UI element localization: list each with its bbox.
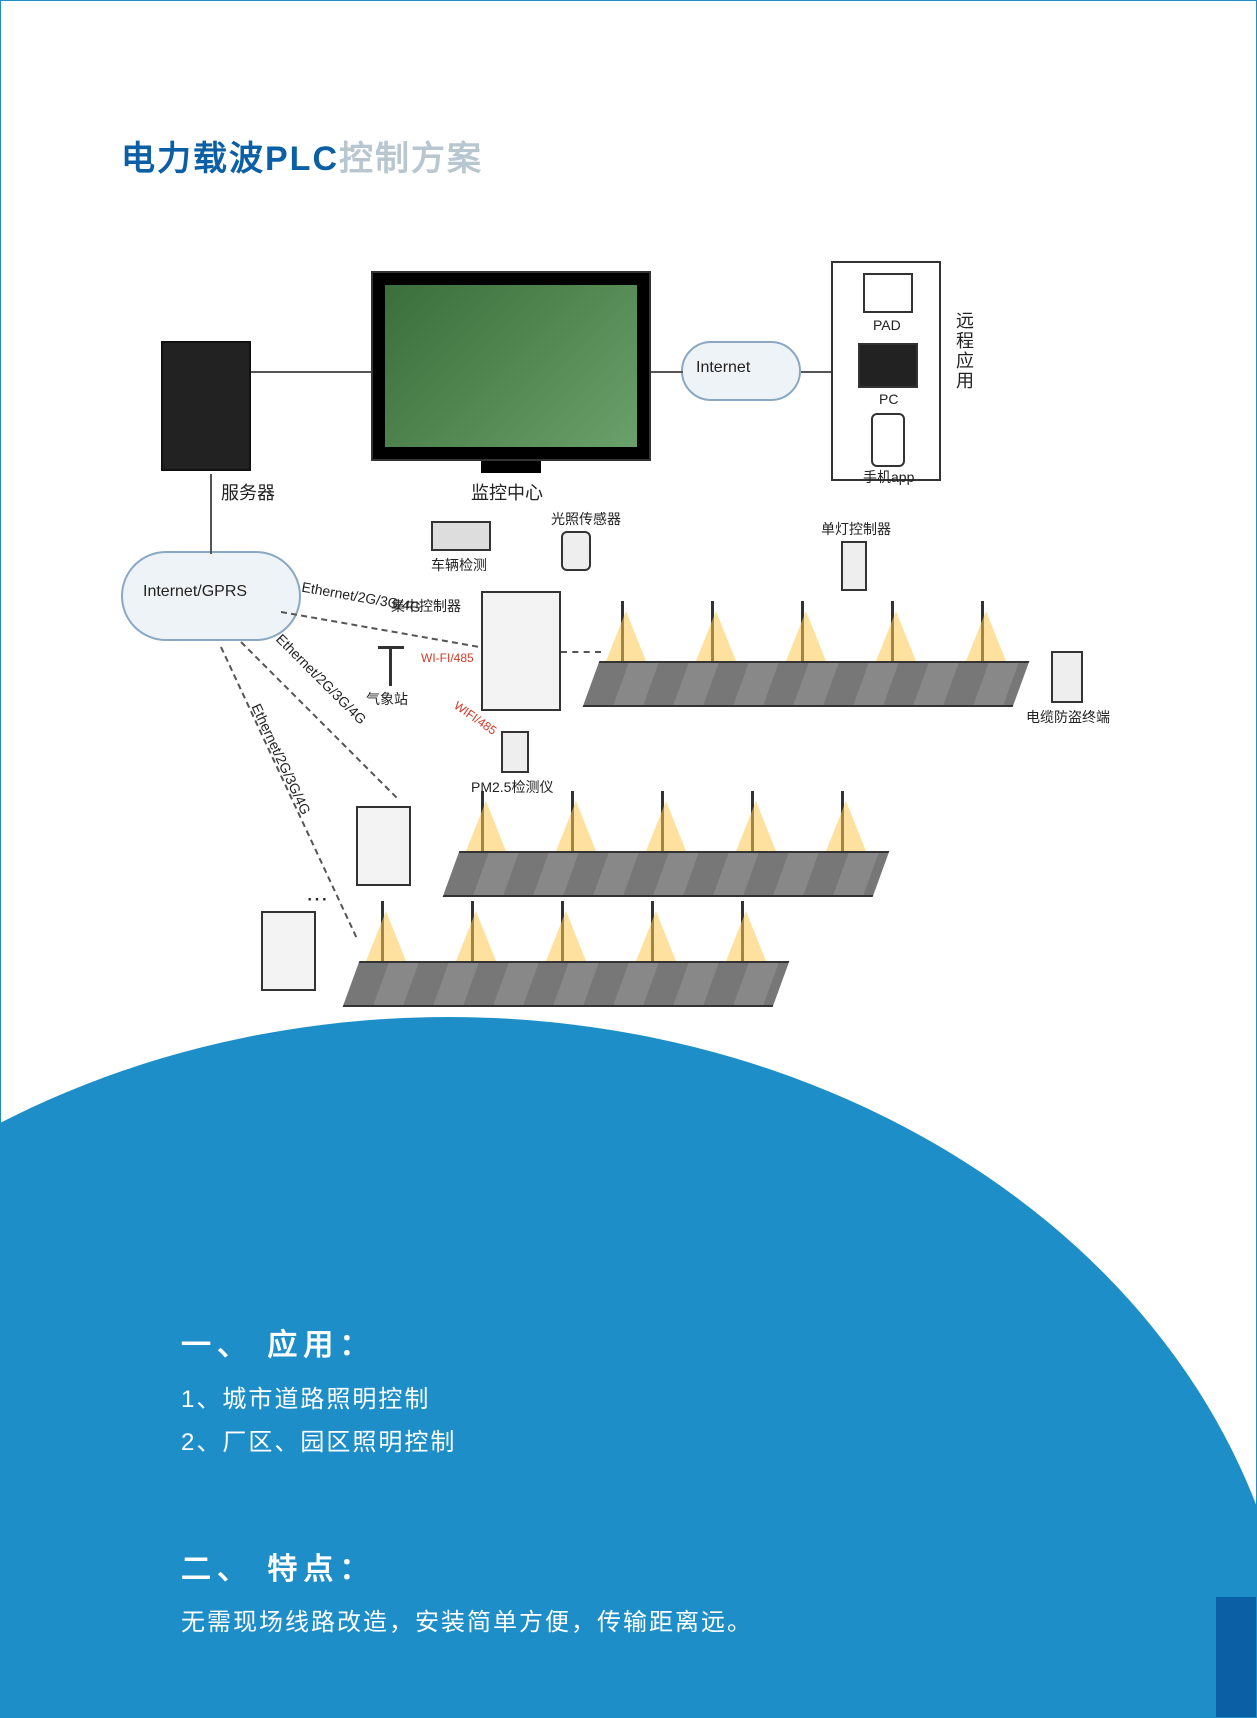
- lamp-glow-icon: [876, 611, 916, 661]
- section-1-item-1: 1、城市道路照明控制: [181, 1378, 1081, 1421]
- system-diagram: 服务器 监控中心 Internet PAD PC 手机app 远程应用 Inte…: [121, 251, 1131, 1011]
- lamp-glow-icon: [966, 611, 1006, 661]
- eth-line-1: [281, 611, 478, 648]
- wifi485-label-1: WI-FI/485: [421, 651, 474, 665]
- light-sensor-icon: [561, 531, 591, 571]
- road-3: [343, 961, 790, 1007]
- cable-terminal-label: 电缆防盗终端: [1026, 707, 1110, 727]
- section-2-body: 无需现场线路改造，安装简单方便，传输距离远。: [181, 1602, 1081, 1637]
- central-controller-icon: [481, 591, 561, 711]
- road-1: [583, 661, 1030, 707]
- lamp-glow-icon: [366, 911, 406, 961]
- remote-apps-box: PAD PC 手机app: [831, 261, 941, 481]
- controller-2-icon: [356, 806, 411, 886]
- section-1-title: 一、 应用：: [181, 1320, 1081, 1364]
- ellipsis-label: ⋯: [306, 886, 328, 912]
- controller-3-icon: [261, 911, 316, 991]
- cable-terminal-icon: [1051, 651, 1083, 703]
- server-icon: [161, 341, 251, 471]
- monitor-center-label: 监控中心: [471, 479, 543, 505]
- lamp-glow-icon: [696, 611, 736, 661]
- pad-icon: [863, 273, 913, 313]
- lamp-glow-icon: [736, 801, 776, 851]
- vehicle-detect-icon: [431, 521, 491, 551]
- eth-label-3: Ethernet/2G/3G/4G: [249, 701, 314, 817]
- single-lamp-ctrl-icon: [841, 541, 867, 591]
- link-server-gprs: [210, 474, 212, 554]
- title-bold: 电力载波PLC: [121, 140, 339, 178]
- pc-label: PC: [879, 391, 898, 407]
- panel-text: 一、 应用： 1、城市道路照明控制 2、厂区、园区照明控制 二、 特点： 无需现…: [181, 1320, 1081, 1637]
- lamp-glow-icon: [546, 911, 586, 961]
- lamp-glow-icon: [786, 611, 826, 661]
- monitor-icon: [371, 271, 651, 461]
- page: 电力载波PLC控制方案 服务器 监控中心 Internet PAD PC 手机a…: [0, 0, 1257, 1718]
- lamp-glow-icon: [466, 801, 506, 851]
- road-2: [443, 851, 890, 897]
- footer-url: www.fdzk.cn: [40, 1426, 61, 1537]
- lamp-glow-icon: [606, 611, 646, 661]
- title-light: 控制方案: [339, 140, 483, 178]
- central-controller-label: 集中控制器: [391, 596, 461, 616]
- link-monitor-cloud: [651, 371, 683, 373]
- link-controller-road1: [561, 651, 601, 653]
- section-1-item-2: 2、厂区、园区照明控制: [181, 1421, 1081, 1464]
- lamp-glow-icon: [556, 801, 596, 851]
- server-label: 服务器: [221, 479, 275, 505]
- pm25-icon: [501, 731, 529, 773]
- pad-label: PAD: [873, 317, 901, 333]
- lamp-glow-icon: [636, 911, 676, 961]
- vehicle-detect-label: 车辆检测: [431, 555, 487, 575]
- weather-station-label: 气象站: [366, 689, 408, 709]
- phone-icon: [871, 413, 905, 467]
- light-sensor-label: 光照传感器: [551, 509, 621, 529]
- phone-label: 手机app: [863, 467, 914, 487]
- pc-icon: [858, 343, 918, 388]
- eth-label-2: Ethernet/2G/3G/4G: [273, 631, 370, 728]
- page-title: 电力载波PLC控制方案: [121, 131, 483, 180]
- link-cloud-apps: [801, 371, 831, 373]
- lamp-glow-icon: [826, 801, 866, 851]
- internet-cloud-label: Internet: [696, 359, 750, 377]
- section-2-title: 二、 特点：: [181, 1544, 1081, 1588]
- gprs-cloud-label: Internet/GPRS: [143, 583, 247, 601]
- lamp-glow-icon: [646, 801, 686, 851]
- lamp-glow-icon: [456, 911, 496, 961]
- weather-station-icon: [376, 646, 406, 686]
- corner-tab: [1216, 1597, 1256, 1717]
- remote-app-heading: 远程应用: [951, 311, 977, 391]
- monitor-stand: [481, 461, 541, 473]
- single-lamp-ctrl-label: 单灯控制器: [821, 519, 891, 539]
- lamp-glow-icon: [726, 911, 766, 961]
- link-server-monitor: [251, 371, 371, 373]
